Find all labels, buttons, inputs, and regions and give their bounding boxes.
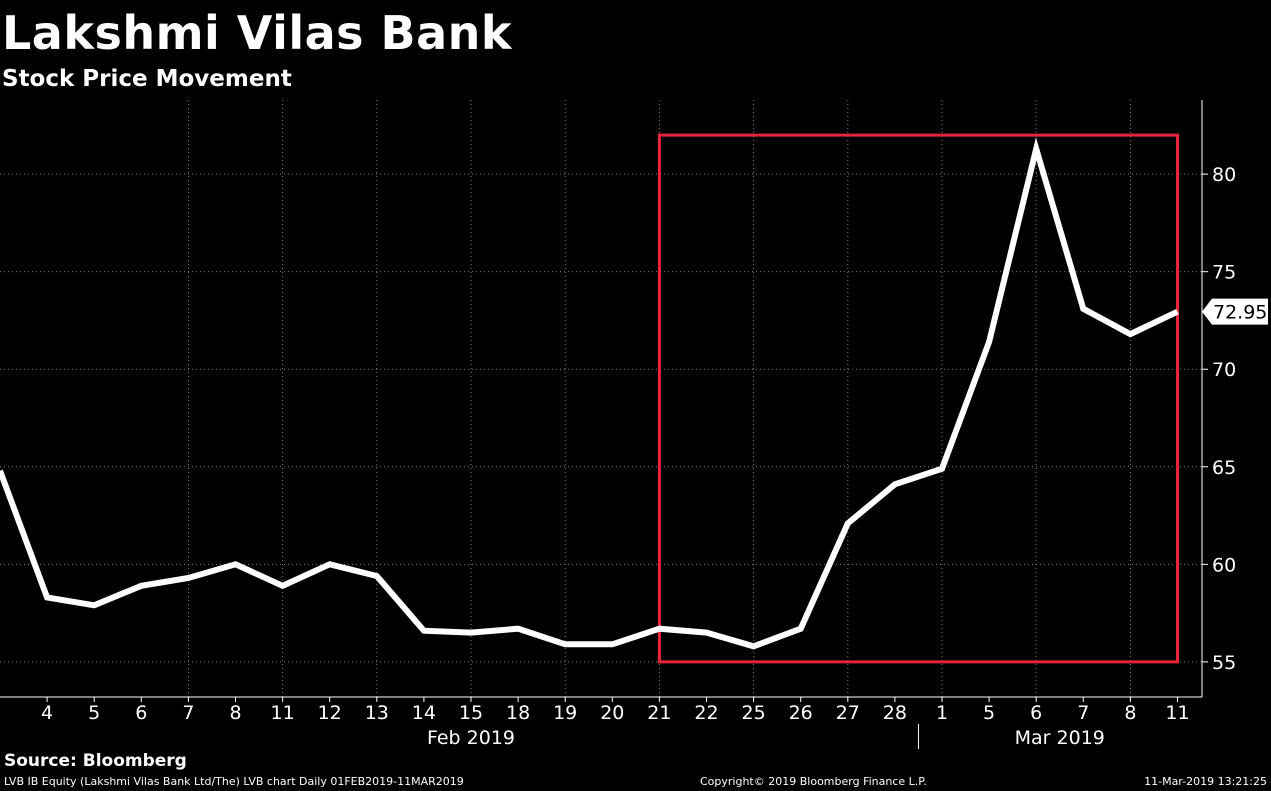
y-tick-label: 75 <box>1212 262 1236 284</box>
chart-description: LVB IB Equity (Lakshmi Vilas Bank Ltd/Th… <box>4 775 464 788</box>
x-tick-label: 19 <box>553 702 577 724</box>
x-tick-label: 7 <box>1077 702 1089 724</box>
x-tick-label: 25 <box>742 702 766 724</box>
last-value-label: 72.95 <box>1213 302 1267 324</box>
x-tick-label: 18 <box>506 702 530 724</box>
chart-subtitle: Stock Price Movement <box>2 66 292 92</box>
x-tick-label: 22 <box>694 702 718 724</box>
y-tick-label: 55 <box>1212 652 1236 674</box>
timestamp: 11-Mar-2019 13:21:25 <box>1144 775 1267 788</box>
x-tick-label: 12 <box>318 702 342 724</box>
x-tick-label: 8 <box>1124 702 1136 724</box>
x-tick-label: 1 <box>936 702 948 724</box>
chart-title: Lakshmi Vilas Bank <box>2 6 512 60</box>
month-label: Mar 2019 <box>1015 727 1105 749</box>
x-tick-label: 21 <box>647 702 671 724</box>
highlight-box <box>657 133 1179 664</box>
copyright-note: Copyright© 2019 Bloomberg Finance L.P. <box>700 775 927 788</box>
x-tick-label: 5 <box>88 702 100 724</box>
y-tick-label: 65 <box>1212 457 1236 479</box>
highlight-region <box>657 133 1179 664</box>
x-tick-label: 6 <box>1030 702 1042 724</box>
y-tick-label: 70 <box>1212 359 1236 381</box>
price-line <box>0 137 1179 650</box>
x-tick-label: 13 <box>365 702 389 724</box>
x-tick-label: 14 <box>412 702 436 724</box>
price-series <box>0 137 1179 650</box>
last-value-tag <box>1202 298 1268 325</box>
month-label: Feb 2019 <box>427 727 515 749</box>
x-tick-label: 11 <box>271 702 295 724</box>
source-note: Source: Bloomberg <box>4 751 187 771</box>
x-tick-label: 11 <box>1165 702 1189 724</box>
gridlines <box>0 100 1202 697</box>
x-tick-label: 20 <box>600 702 624 724</box>
x-tick-label: 28 <box>883 702 907 724</box>
x-tick-label: 26 <box>789 702 813 724</box>
x-tick-label: 27 <box>836 702 860 724</box>
x-tick-label: 15 <box>459 702 483 724</box>
x-tick-label: 4 <box>41 702 53 724</box>
y-tick-label: 80 <box>1212 164 1236 186</box>
x-tick-label: 7 <box>182 702 194 724</box>
y-tick-label: 60 <box>1212 554 1236 576</box>
axes <box>0 100 1208 749</box>
x-tick-label: 5 <box>983 702 995 724</box>
x-tick-label: 6 <box>135 702 147 724</box>
x-tick-label: 8 <box>229 702 241 724</box>
